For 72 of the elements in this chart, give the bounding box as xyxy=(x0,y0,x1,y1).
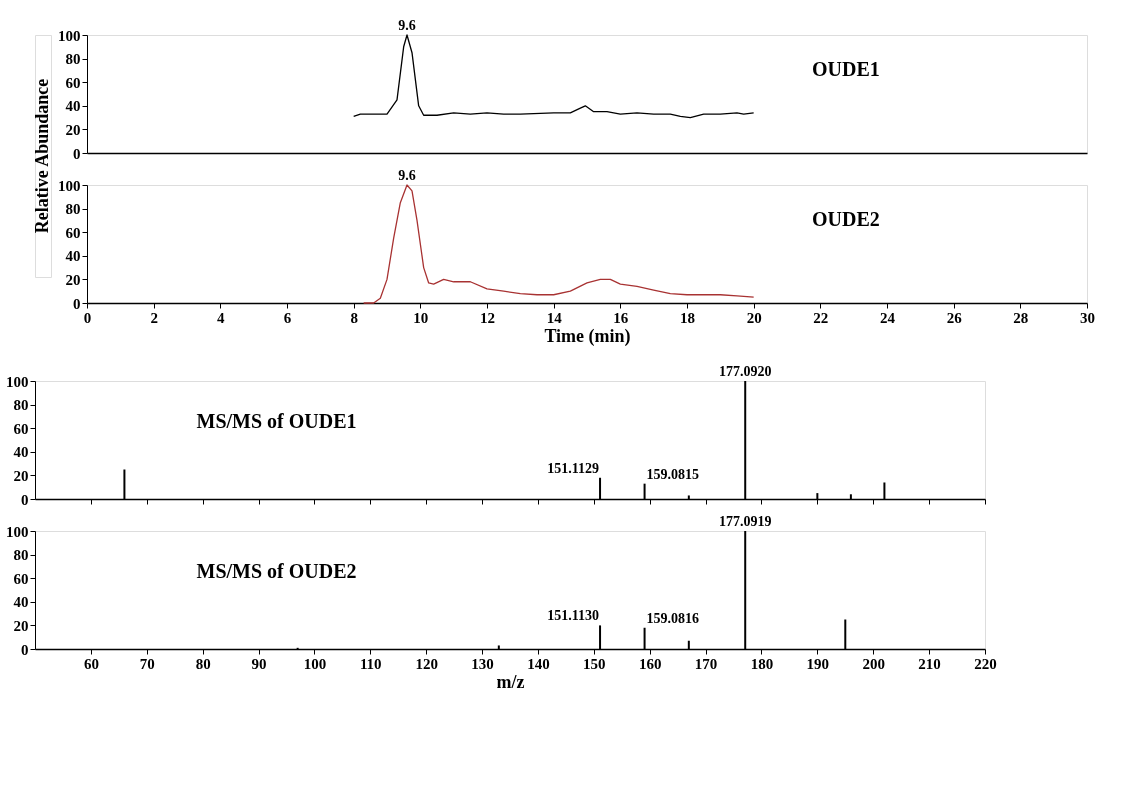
x-tick-label: 150 xyxy=(583,655,606,672)
y-tick-label: 100 xyxy=(58,177,81,194)
y-tick-label: 20 xyxy=(65,121,81,138)
x-axis-title: Time (min) xyxy=(544,325,631,347)
y-tick-label: 80 xyxy=(13,547,29,564)
annotation: 9.6 xyxy=(398,18,416,33)
x-tick-label: 130 xyxy=(471,655,494,672)
x-tick-label: 24 xyxy=(880,309,896,326)
x-tick-label: 30 xyxy=(1080,309,1095,326)
annotation: 151.1129 xyxy=(547,460,600,476)
x-tick-label: 2 xyxy=(150,309,158,326)
x-tick-label: 16 xyxy=(613,309,629,326)
y-tick-label: 100 xyxy=(58,27,81,44)
y-tick-label: 20 xyxy=(65,271,81,288)
y-tick-label: 60 xyxy=(65,74,81,91)
y-tick-label: 100 xyxy=(6,523,29,540)
x-tick-label: 140 xyxy=(527,655,550,672)
x-tick-label: 18 xyxy=(680,309,695,326)
x-tick-label: 14 xyxy=(546,309,563,326)
annotation: 9.6 xyxy=(398,168,416,183)
y-axis-title: Relative Abundance xyxy=(32,78,52,234)
x-tick-label: 120 xyxy=(415,655,438,672)
x-tick-label: 210 xyxy=(918,655,941,672)
x-tick-label: 70 xyxy=(139,655,155,672)
x-tick-label: 170 xyxy=(694,655,718,672)
x-tick-label: 4 xyxy=(217,309,226,326)
y-tick-label: 60 xyxy=(65,224,81,241)
annotation: 159.0815 xyxy=(646,466,700,482)
annotation: MS/MS of OUDE1 xyxy=(196,410,357,433)
x-axis-title: m/z xyxy=(496,671,525,692)
annotation: 151.1130 xyxy=(547,608,600,624)
x-tick-label: 200 xyxy=(862,655,885,672)
y-tick-label: 0 xyxy=(21,641,29,658)
x-tick-label: 190 xyxy=(806,655,830,672)
x-tick-label: 10 xyxy=(413,309,429,326)
annotation: MS/MS of OUDE2 xyxy=(196,560,357,583)
y-tick-label: 0 xyxy=(73,145,81,162)
x-tick-label: 28 xyxy=(1013,309,1029,326)
y-tick-label: 80 xyxy=(65,201,81,218)
x-tick-label: 22 xyxy=(813,309,829,326)
x-tick-label: 180 xyxy=(750,655,774,672)
y-tick-label: 80 xyxy=(65,51,81,68)
text: OUDE2 xyxy=(812,208,880,231)
y-tick-label: 20 xyxy=(13,617,29,634)
y-tick-label: 0 xyxy=(21,491,29,508)
x-tick-label: 80 xyxy=(195,655,211,672)
x-tick-label: 110 xyxy=(359,655,382,672)
annotation: 177.0920 xyxy=(718,364,772,379)
y-tick-label: 40 xyxy=(65,248,81,265)
x-tick-label: 20 xyxy=(746,309,762,326)
annotation: 177.0919 xyxy=(718,514,772,529)
line-series xyxy=(353,34,755,119)
x-tick-label: 6 xyxy=(283,309,292,326)
y-tick-label: 20 xyxy=(13,467,29,484)
x-tick-label: 12 xyxy=(480,309,495,326)
y-tick-label: 0 xyxy=(73,295,81,312)
line-series xyxy=(363,184,755,304)
y-tick-label: 80 xyxy=(13,397,29,414)
annotation: 159.0816 xyxy=(646,610,700,626)
x-tick-label: 160 xyxy=(638,655,662,672)
x-tick-label: 8 xyxy=(350,309,358,326)
y-tick-label: 40 xyxy=(13,594,29,611)
x-tick-label: 26 xyxy=(946,309,963,326)
y-tick-label: 60 xyxy=(13,570,29,587)
text: OUDE1 xyxy=(812,58,880,81)
y-tick-label: 100 xyxy=(6,373,29,390)
x-tick-label: 100 xyxy=(303,655,327,672)
y-tick-label: 60 xyxy=(13,420,29,437)
x-tick-label: 90 xyxy=(251,655,267,672)
x-tick-label: 220 xyxy=(974,655,997,672)
y-tick-label: 40 xyxy=(65,98,81,115)
y-tick-label: 40 xyxy=(13,444,29,461)
